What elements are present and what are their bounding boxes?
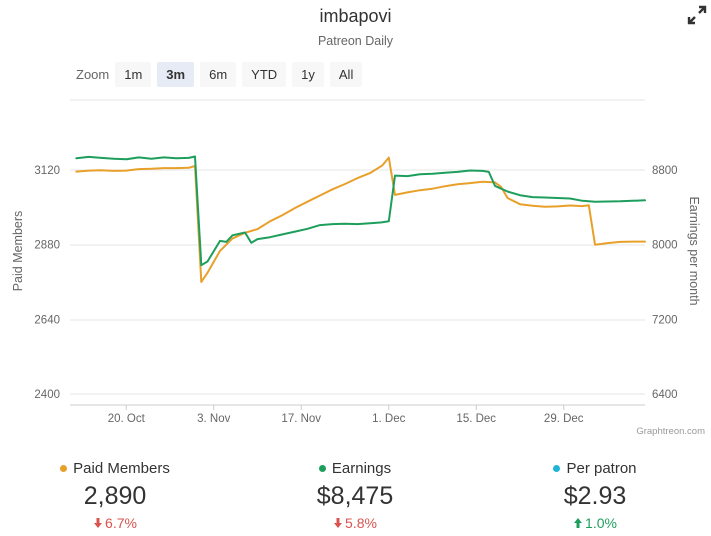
right-tick-label: 8800 [652,165,678,177]
left-tick-label: 2640 [34,314,60,326]
zoom-selector: Zoom 1m 3m 6m YTD 1y All [76,62,368,87]
stat-change: 6.7% [15,515,215,531]
x-tick-label: 17. Nov [281,413,321,425]
zoom-label: Zoom [76,67,110,82]
chart-subtitle: Patreon Daily [317,34,394,48]
paid-members-legend-dot [60,465,68,472]
chart-plot: 2400 2640 2880 3120 6400 7200 8000 8800 20. Oct 3… [11,99,705,437]
stat-change-value: 1.0% [585,515,617,531]
left-tick-label: 2880 [34,240,60,252]
arrow-up-icon [574,518,583,528]
stat-change-value: 5.8% [345,515,377,531]
stat-earnings: Earnings $8,475 5.8% [255,460,455,531]
left-tick-label: 3120 [34,165,60,177]
stat-value: $2.93 [563,482,627,510]
right-tick-label: 8000 [652,240,678,252]
stat-per-patron: Per patron $2.93 1.0% [495,460,695,531]
x-tick-label: 3. Nov [197,413,230,425]
x-tick-label: 15. Dec [456,413,496,425]
left-axis-title: Paid Members [11,211,25,292]
right-tick-label: 7200 [652,314,678,326]
arrow-down-icon [334,518,343,528]
stat-label[interactable]: Paid Members [73,460,170,477]
fullscreen-icon[interactable] [686,4,708,26]
stat-value: $8,475 [316,482,394,510]
stat-change-value: 6.7% [105,515,137,531]
zoom-ytd-button[interactable]: YTD [242,62,287,87]
left-tick-label: 2400 [34,389,60,401]
stat-change: 5.8% [255,515,455,531]
arrow-down-icon [94,518,103,528]
zoom-1y-button[interactable]: 1y [292,62,324,87]
right-axis-title: Earnings per month [687,196,701,305]
chart-title: imbapovi [319,6,392,26]
paid-members-line [75,156,646,283]
stat-paid-members: Paid Members 2,890 6.7% [15,460,215,531]
axis-labels: 2400 2640 2880 3120 6400 7200 8000 8800 20. Oct 3… [34,165,677,425]
zoom-6m-button[interactable]: 6m [200,62,237,87]
x-tick-label: 1. Dec [372,413,405,425]
stat-label[interactable]: Earnings [331,460,392,477]
stat-change: 1.0% [495,515,695,531]
zoom-1m-button[interactable]: 1m [115,62,152,87]
x-tick-label: 20. Oct [108,413,146,425]
series-lines [75,155,646,283]
earnings-line [75,155,646,267]
stats-summary: Paid Members 2,890 6.7% Earnings $8,475 … [0,460,711,536]
earnings-legend-dot [318,465,326,472]
per-patron-legend-dot [553,465,561,472]
right-tick-label: 6400 [652,389,678,401]
stat-value: 2,890 [83,482,147,510]
stat-label[interactable]: Per patron [566,460,637,477]
x-tick-label: 29. Dec [544,413,584,425]
zoom-all-button[interactable]: All [329,62,363,87]
grid-lines [70,99,645,406]
zoom-3m-button[interactable]: 3m [157,62,195,87]
credit-text[interactable]: Graphtreon.com [636,426,705,437]
